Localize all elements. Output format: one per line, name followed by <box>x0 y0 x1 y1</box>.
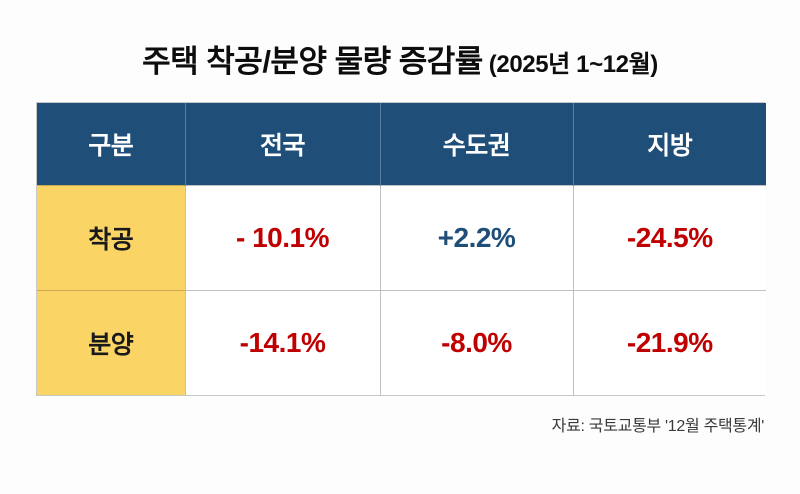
cell-presale-nationwide: -14.1% <box>185 290 381 395</box>
value-presale-capital-area: -8.0% <box>441 327 512 358</box>
source-note: 자료: 국토교통부 '12월 주택통계' <box>551 418 765 435</box>
column-header-nationwide: 전국 <box>185 103 381 186</box>
page-title: 주택 착공/분양 물량 증감률 (2025년 1~12월) <box>0 36 800 81</box>
value-start-nationwide: - 10.1% <box>236 222 330 253</box>
cell-start-regional: -24.5% <box>573 185 766 291</box>
column-header-capital-area: 수도권 <box>380 103 574 186</box>
cell-presale-capital-area: -8.0% <box>380 290 574 395</box>
cell-start-nationwide: - 10.1% <box>185 185 381 291</box>
value-presale-nationwide: -14.1% <box>239 327 326 358</box>
cell-start-capital-area: +2.2% <box>380 185 574 291</box>
table-row: 분양 -14.1% -8.0% -21.9% <box>37 290 766 395</box>
row-label-presale: 분양 <box>37 290 186 395</box>
statistics-table-container: 구분 전국 수도권 지방 착공 - 10.1% +2.2% -24.5% <box>36 102 766 396</box>
value-presale-regional: -21.9% <box>626 327 713 358</box>
page-title-period: (2025년 1~12월) <box>488 51 658 78</box>
table-row: 착공 - 10.1% +2.2% -24.5% <box>37 185 766 291</box>
table-body: 착공 - 10.1% +2.2% -24.5% 분양 -14.1% <box>37 185 766 395</box>
cell-presale-regional: -21.9% <box>573 290 766 395</box>
row-label-start-construction: 착공 <box>37 185 186 291</box>
page-title-main: 주택 착공/분양 물량 증감률 <box>142 44 483 79</box>
column-header-regional: 지방 <box>573 103 766 186</box>
table-header-row: 구분 전국 수도권 지방 <box>37 103 766 186</box>
table-header: 구분 전국 수도권 지방 <box>37 103 766 186</box>
value-start-regional: -24.5% <box>626 222 713 253</box>
statistics-table: 구분 전국 수도권 지방 착공 - 10.1% +2.2% -24.5% <box>37 103 766 395</box>
value-start-capital-area: +2.2% <box>437 222 516 253</box>
column-header-category: 구분 <box>37 103 186 186</box>
